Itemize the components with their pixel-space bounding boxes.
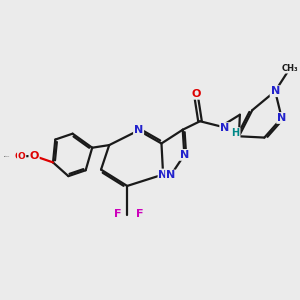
Text: N: N bbox=[271, 86, 280, 96]
Text: O: O bbox=[18, 152, 26, 161]
Text: N: N bbox=[158, 169, 168, 179]
Text: N: N bbox=[134, 125, 143, 135]
Text: N: N bbox=[277, 113, 286, 123]
Text: H: H bbox=[232, 128, 240, 138]
Text: F: F bbox=[136, 209, 143, 219]
Text: O: O bbox=[29, 151, 39, 161]
Text: methoxy: methoxy bbox=[4, 156, 10, 157]
Text: O: O bbox=[191, 89, 200, 99]
Text: N: N bbox=[220, 123, 230, 133]
Text: N: N bbox=[180, 150, 189, 160]
Text: N: N bbox=[166, 170, 175, 181]
Text: O: O bbox=[14, 152, 22, 161]
Text: F: F bbox=[114, 209, 122, 219]
Text: CH₃: CH₃ bbox=[281, 64, 298, 73]
